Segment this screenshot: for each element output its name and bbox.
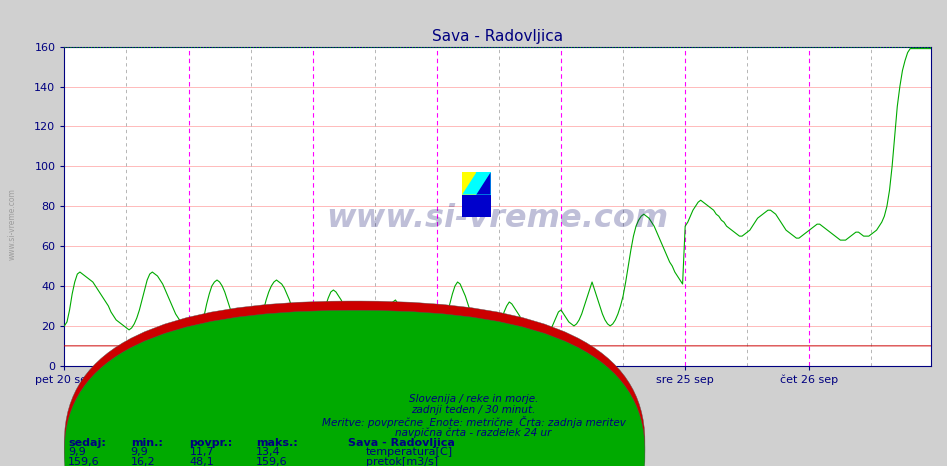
Text: 11,7: 11,7 xyxy=(189,447,214,457)
Polygon shape xyxy=(462,172,476,195)
Bar xyxy=(462,195,491,217)
Text: 16,2: 16,2 xyxy=(131,457,155,466)
Text: 9,9: 9,9 xyxy=(68,447,86,457)
Text: min.:: min.: xyxy=(131,438,163,448)
Text: 13,4: 13,4 xyxy=(256,447,280,457)
Text: navpična črta - razdelek 24 ur: navpična črta - razdelek 24 ur xyxy=(395,427,552,438)
Text: Sava - Radovljica: Sava - Radovljica xyxy=(348,438,456,448)
Text: Slovenija / reke in morje.: Slovenija / reke in morje. xyxy=(409,394,538,404)
Text: 159,6: 159,6 xyxy=(256,457,287,466)
Text: zadnji teden / 30 minut.: zadnji teden / 30 minut. xyxy=(411,405,536,415)
Title: Sava - Radovljica: Sava - Radovljica xyxy=(432,29,563,44)
Text: www.si-vreme.com: www.si-vreme.com xyxy=(8,188,17,260)
Text: temperatura[C]: temperatura[C] xyxy=(366,447,453,457)
Bar xyxy=(462,172,476,195)
Polygon shape xyxy=(476,172,491,195)
Text: 159,6: 159,6 xyxy=(68,457,99,466)
Text: www.si-vreme.com: www.si-vreme.com xyxy=(327,204,669,234)
Text: 9,9: 9,9 xyxy=(131,447,149,457)
Text: Meritve: povprečne  Enote: metrične  Črta: zadnja meritev: Meritve: povprečne Enote: metrične Črta:… xyxy=(322,416,625,428)
Text: 48,1: 48,1 xyxy=(189,457,214,466)
Text: povpr.:: povpr.: xyxy=(189,438,233,448)
Text: pretok[m3/s]: pretok[m3/s] xyxy=(366,457,438,466)
Text: sedaj:: sedaj: xyxy=(68,438,106,448)
Text: maks.:: maks.: xyxy=(256,438,297,448)
Bar xyxy=(476,172,491,195)
